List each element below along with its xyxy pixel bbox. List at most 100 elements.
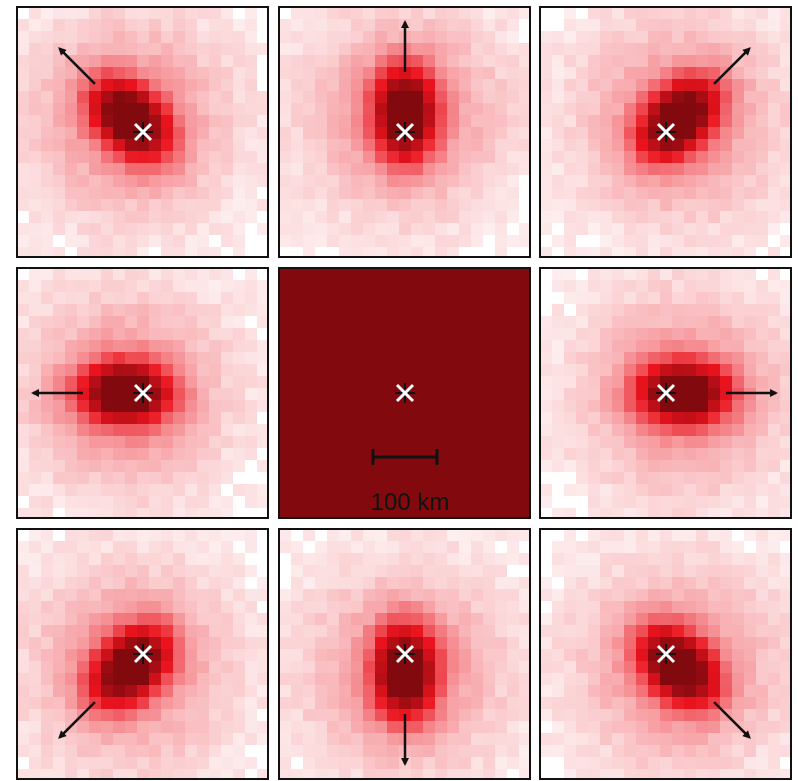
heat-cell bbox=[552, 400, 564, 412]
heat-cell bbox=[780, 376, 791, 388]
heat-cell bbox=[387, 733, 399, 745]
heat-cell bbox=[483, 448, 495, 460]
heat-cell bbox=[732, 292, 744, 304]
heat-cell bbox=[660, 304, 672, 316]
heat-cell bbox=[483, 340, 495, 352]
heat-cell bbox=[17, 673, 29, 685]
heat-cell bbox=[209, 412, 221, 424]
heat-cell bbox=[612, 400, 624, 412]
heat-cell bbox=[125, 67, 137, 79]
heat-cell bbox=[588, 721, 600, 733]
heat-cell bbox=[65, 637, 77, 649]
heat-cell bbox=[495, 577, 507, 589]
heat-cell bbox=[161, 199, 173, 211]
heat-cell bbox=[672, 484, 684, 496]
heat-cell bbox=[435, 436, 447, 448]
heat-cell bbox=[351, 721, 363, 733]
heat-cell bbox=[495, 484, 507, 496]
heat-cell bbox=[65, 745, 77, 757]
heat-cell bbox=[564, 127, 576, 139]
heat-cell bbox=[245, 292, 257, 304]
heat-cell bbox=[363, 139, 375, 151]
heat-cell bbox=[411, 199, 423, 211]
panel bbox=[540, 268, 791, 518]
heat-cell bbox=[684, 304, 696, 316]
heat-cell bbox=[483, 79, 495, 91]
heat-cell bbox=[303, 127, 315, 139]
heat-cell bbox=[125, 328, 137, 340]
heat-cell bbox=[101, 661, 113, 673]
heat-cell bbox=[351, 637, 363, 649]
heat-cell bbox=[257, 151, 268, 163]
heat-cell bbox=[375, 199, 387, 211]
heat-cell bbox=[624, 163, 636, 175]
heat-cell bbox=[41, 709, 53, 721]
heat-cell bbox=[780, 565, 791, 577]
heat-cell bbox=[708, 19, 720, 31]
heat-cell bbox=[387, 55, 399, 67]
heat-cell bbox=[17, 424, 29, 436]
heat-cell bbox=[483, 223, 495, 235]
heat-cell bbox=[173, 613, 185, 625]
heat-cell bbox=[768, 304, 780, 316]
heat-cell bbox=[564, 163, 576, 175]
heat-cell bbox=[696, 625, 708, 637]
heat-cell bbox=[339, 541, 351, 553]
heat-cell bbox=[257, 340, 268, 352]
heat-cell bbox=[339, 292, 351, 304]
heat-cell bbox=[768, 553, 780, 565]
heat-cell bbox=[507, 67, 519, 79]
heat-cell bbox=[65, 412, 77, 424]
heat-cell bbox=[291, 43, 303, 55]
heat-cell bbox=[363, 175, 375, 187]
heat-cell bbox=[636, 721, 648, 733]
heat-cell bbox=[339, 316, 351, 328]
heat-cell bbox=[495, 661, 507, 673]
panel bbox=[17, 268, 268, 518]
heat-cell bbox=[519, 103, 530, 115]
heat-cell bbox=[137, 19, 149, 31]
heat-cell bbox=[363, 163, 375, 175]
heat-cell bbox=[423, 223, 435, 235]
heat-cell bbox=[768, 376, 780, 388]
heat-cell bbox=[339, 733, 351, 745]
heat-cell bbox=[65, 91, 77, 103]
heat-cell bbox=[291, 601, 303, 613]
heat-cell bbox=[600, 661, 612, 673]
heat-cell bbox=[185, 721, 197, 733]
heat-cell bbox=[197, 529, 209, 541]
heat-cell bbox=[411, 163, 423, 175]
heat-cell bbox=[291, 436, 303, 448]
heat-cell bbox=[672, 55, 684, 67]
heat-cell bbox=[65, 769, 77, 779]
heat-cell bbox=[708, 43, 720, 55]
heat-cell bbox=[161, 721, 173, 733]
heat-cell bbox=[552, 211, 564, 223]
heat-cell bbox=[756, 733, 768, 745]
heat-cell bbox=[339, 436, 351, 448]
heat-cell bbox=[125, 316, 137, 328]
heat-cell bbox=[101, 472, 113, 484]
heat-cell bbox=[423, 247, 435, 257]
heat-cell bbox=[600, 304, 612, 316]
heat-cell bbox=[197, 352, 209, 364]
heat-cell bbox=[315, 175, 327, 187]
heat-cell bbox=[65, 175, 77, 187]
heat-cell bbox=[540, 43, 552, 55]
heat-cell bbox=[780, 613, 791, 625]
heat-cell bbox=[576, 67, 588, 79]
heat-cell bbox=[756, 151, 768, 163]
heat-cell bbox=[125, 541, 137, 553]
heat-cell bbox=[744, 91, 756, 103]
heat-cell bbox=[576, 187, 588, 199]
heat-cell bbox=[125, 268, 137, 280]
heat-cell bbox=[495, 388, 507, 400]
heat-cell bbox=[303, 613, 315, 625]
heat-cell bbox=[732, 235, 744, 247]
heat-cell bbox=[339, 529, 351, 541]
heat-cell bbox=[209, 697, 221, 709]
heat-cell bbox=[89, 280, 101, 292]
heat-cell bbox=[303, 769, 315, 779]
heat-cell bbox=[411, 151, 423, 163]
heat-cell bbox=[173, 496, 185, 508]
